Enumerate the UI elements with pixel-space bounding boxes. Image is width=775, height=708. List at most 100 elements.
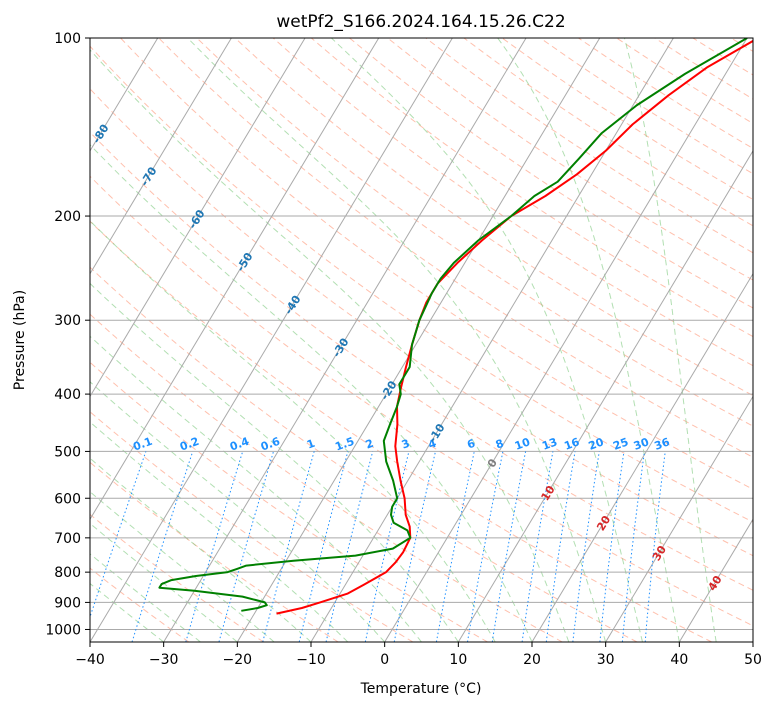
- isotherm-line: [90, 38, 306, 398]
- y-tick-label: 200: [54, 209, 81, 225]
- dry-adiabat-line: [120, 38, 753, 490]
- y-tick-label: 700: [54, 531, 81, 547]
- moist-adiabat-line: [90, 49, 570, 642]
- plot-frame: [89, 37, 754, 643]
- x-tick-label: 40: [670, 652, 688, 668]
- isotherm-label: -90: [42, 79, 64, 103]
- mixing-ratio-label: 13: [540, 435, 559, 452]
- moist-adiabat-line: [90, 143, 533, 642]
- mixing-ratio-label: 20: [587, 435, 606, 453]
- dry-adiabat-line: [158, 38, 753, 458]
- moist-adiabat-line: [90, 553, 201, 642]
- isotherm-label: 10: [539, 483, 558, 503]
- isotherm-label: -80: [90, 122, 112, 146]
- dry-adiabat-line: [425, 38, 753, 254]
- dry-adiabat-line: [90, 361, 488, 642]
- dry-adiabat-line: [90, 461, 339, 642]
- isotherm-label: -100: [0, 33, 18, 64]
- mixing-ratio-line: [262, 451, 315, 642]
- mixing-ratio-label: 4: [426, 437, 438, 452]
- mixing-ratio-line: [131, 451, 194, 642]
- x-tick-label: 50: [744, 652, 762, 668]
- moist-adiabat-line: [90, 282, 459, 642]
- dry-adiabat-line: [90, 313, 563, 642]
- dry-adiabat-line: [387, 38, 753, 281]
- y-tick-label: 900: [54, 595, 81, 611]
- x-tick-label: 10: [449, 652, 467, 668]
- moist-adiabat-line: [90, 220, 496, 642]
- mixing-ratio-label: 3: [400, 437, 412, 452]
- mixing-ratio-label: 1.5: [333, 435, 356, 454]
- mixing-ratio-label: 30: [632, 435, 651, 453]
- dry-adiabat-line: [90, 220, 712, 642]
- dry-adiabat-line: [234, 38, 753, 397]
- isotherm-label: -50: [234, 250, 256, 274]
- isotherm-line: [531, 272, 753, 642]
- isotherm-line: [457, 149, 753, 642]
- mixing-ratio-label: 8: [494, 437, 506, 452]
- y-tick-label: 100: [54, 31, 81, 47]
- isotherm-line: [163, 38, 527, 642]
- moist-adiabat-line: [623, 38, 717, 642]
- isotherm-line: [90, 38, 232, 275]
- isotherm-line: [0, 38, 10, 642]
- isotherm-label: -30: [330, 336, 352, 360]
- isotherm-label: -60: [186, 207, 208, 231]
- isotherm-line: [605, 395, 753, 642]
- mixing-ratio-line: [644, 451, 666, 642]
- mixing-ratio-line: [325, 451, 374, 642]
- isotherm-line: [236, 38, 601, 642]
- mixing-ratio-line: [218, 451, 274, 642]
- isotherm-line: [384, 38, 748, 642]
- mixing-ratio-label: 1: [305, 437, 317, 452]
- mixing-ratio-label: 36: [653, 435, 672, 453]
- x-tick-label: 20: [523, 652, 541, 668]
- isotherm-label: -20: [378, 378, 400, 402]
- dry-adiabat-line: [90, 411, 414, 642]
- y-tick-label: 1000: [45, 622, 81, 638]
- dry-adiabat-line: [90, 175, 753, 627]
- mixing-ratio-label: 25: [611, 435, 630, 452]
- x-axis-label: Temperature (°C): [360, 681, 482, 697]
- x-tick-label: −20: [223, 652, 253, 668]
- mixing-ratio-line: [521, 451, 554, 642]
- x-tick-label: −30: [149, 652, 179, 668]
- x-tick-label: 0: [380, 652, 389, 668]
- dry-adiabat-line: [349, 38, 753, 309]
- dry-adiabat-line: [90, 513, 264, 642]
- y-tick-label: 300: [54, 313, 81, 329]
- mixing-ratio-line: [298, 451, 349, 642]
- y-tick-label: 600: [54, 491, 81, 507]
- dry-adiabat-line: [272, 38, 753, 367]
- x-tick-label: −40: [75, 652, 105, 668]
- dry-adiabat-line: [196, 38, 753, 427]
- x-tick-label: 30: [597, 652, 615, 668]
- moist-adiabat-line: [90, 381, 386, 642]
- y-tick-label: 500: [54, 444, 81, 460]
- isotherm-label: 30: [650, 543, 669, 563]
- dry-adiabat-line: [90, 45, 753, 523]
- mixing-ratio-line: [572, 451, 600, 642]
- isotherm-line: [90, 38, 380, 521]
- mixing-ratio-line: [185, 451, 244, 642]
- mixing-ratio-label: 10: [513, 435, 532, 453]
- moist-adiabat-line: [331, 38, 643, 642]
- mixing-ratio-label: 0.1: [131, 435, 154, 454]
- isotherm-line: [752, 641, 753, 642]
- isotherm-line: [310, 38, 674, 642]
- y-axis-label: Pressure (hPa): [12, 290, 28, 390]
- mixing-ratio-label: 16: [562, 435, 581, 453]
- dry-adiabat-line: [310, 38, 753, 338]
- chart-title: wetPf2_S166.2024.164.15.26.C22: [276, 12, 565, 32]
- dry-adiabat-line: [90, 266, 638, 642]
- dry-adiabat-line: [654, 38, 753, 100]
- mixing-ratio-label: 2: [364, 437, 376, 452]
- mixing-ratio-label: 0.6: [259, 435, 282, 454]
- mixing-ratio-line: [599, 451, 625, 642]
- moist-adiabat-line: [90, 335, 422, 642]
- mixing-ratio-label: 0.2: [178, 435, 201, 454]
- moist-adiabat-line: [90, 522, 238, 642]
- isotherm-label: -40: [282, 293, 304, 317]
- moist-adiabat-line: [497, 38, 680, 642]
